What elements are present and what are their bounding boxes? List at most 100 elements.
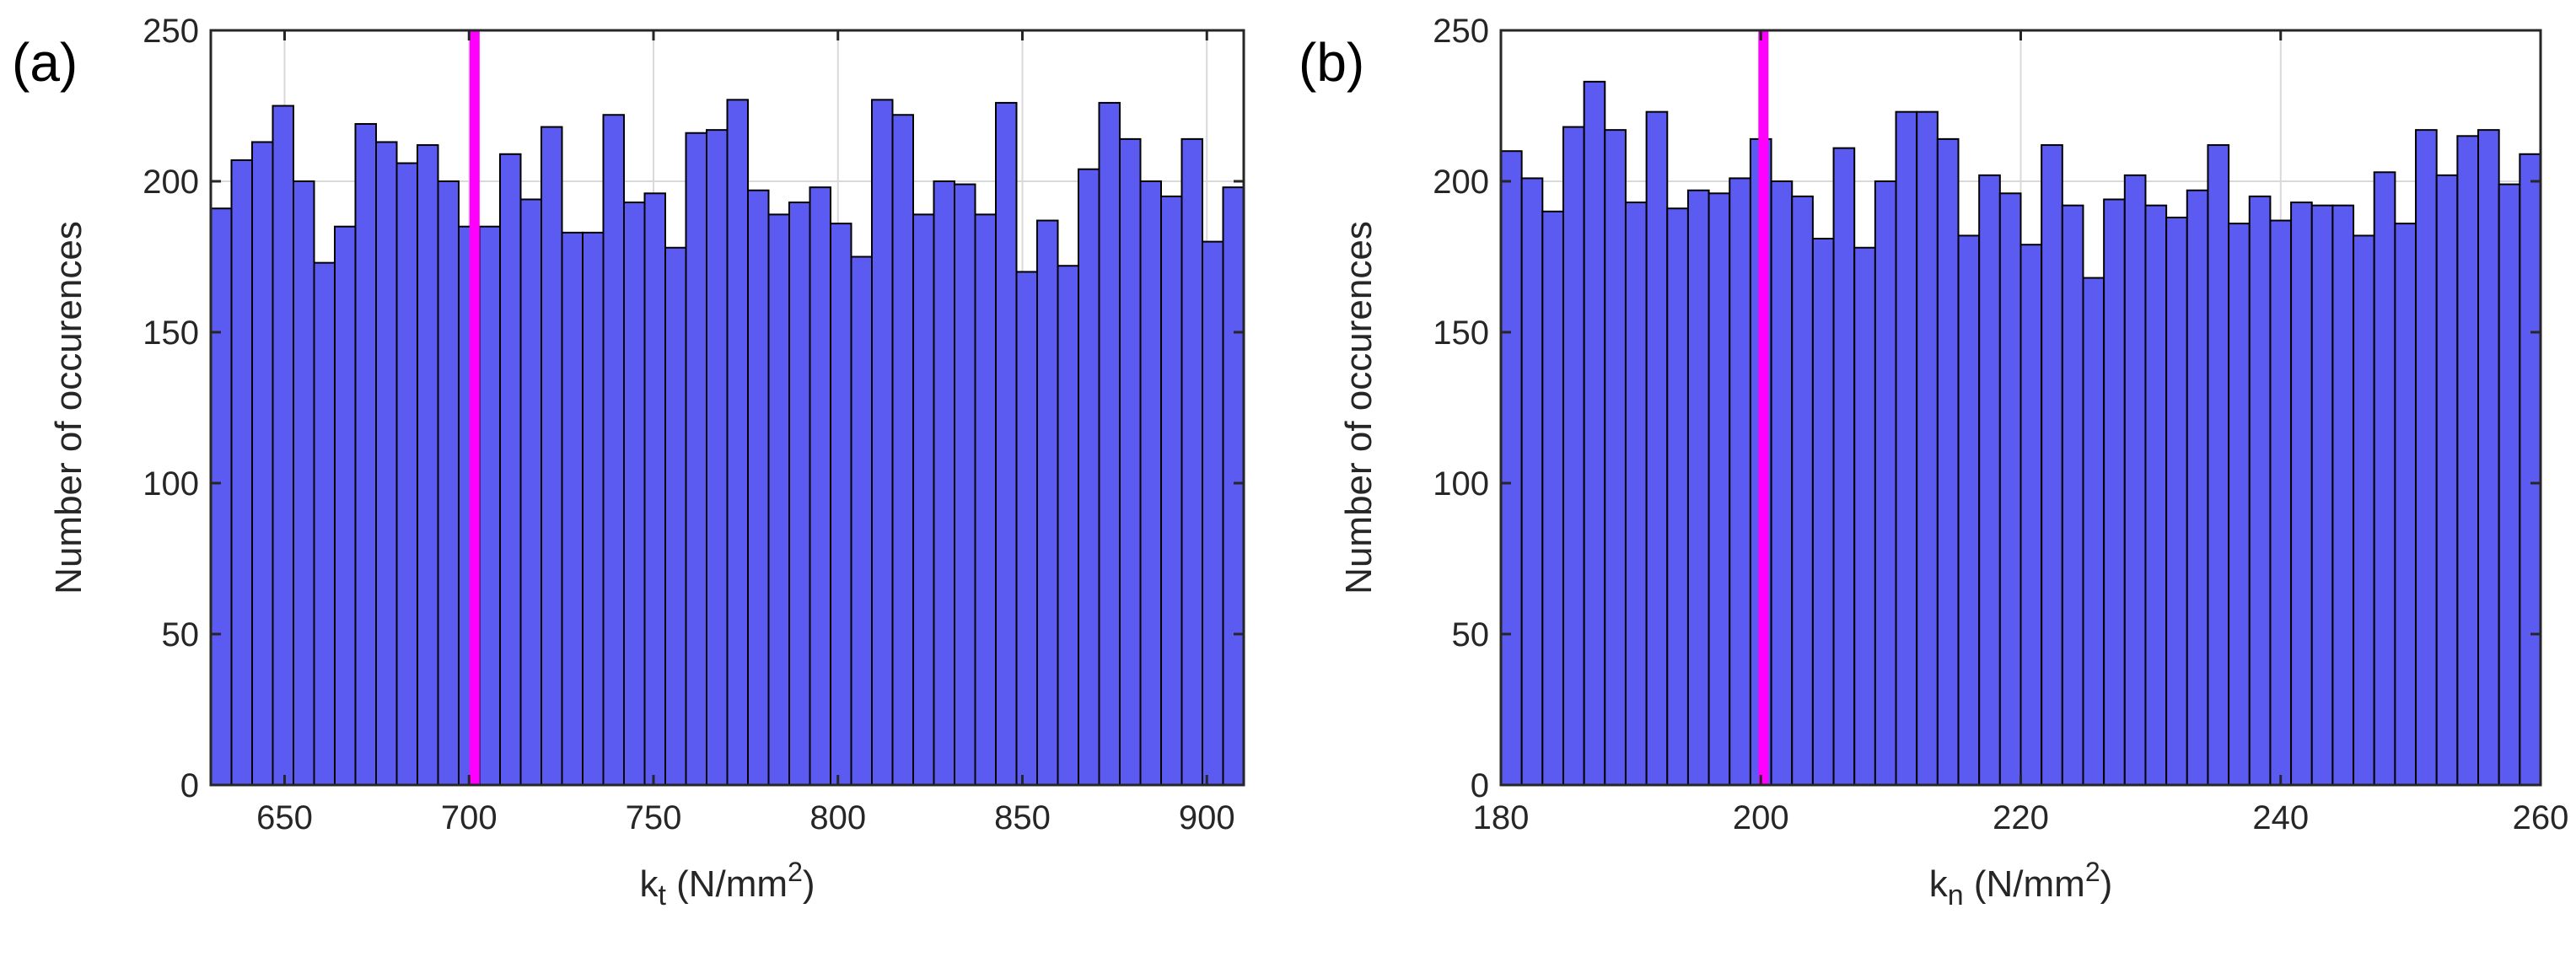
histogram-bar bbox=[1500, 150, 1523, 786]
x-label-unit: (N/mm bbox=[1964, 863, 2085, 905]
histogram-bar bbox=[1036, 219, 1059, 787]
x-tick-label: 800 bbox=[809, 799, 866, 836]
histogram-bar bbox=[2041, 144, 2063, 787]
histogram-bar bbox=[2456, 135, 2480, 787]
histogram-bar bbox=[2228, 223, 2251, 786]
y-tick-label: 50 bbox=[162, 616, 200, 653]
histogram-bar bbox=[2415, 129, 2438, 786]
histogram-bar bbox=[1874, 180, 1897, 786]
histogram-bar bbox=[2144, 204, 2168, 786]
histogram-bar bbox=[2435, 174, 2459, 786]
axes-box bbox=[209, 29, 1245, 787]
histogram-panel-b: 180 200 220 240 260 0 50 100 150 200 250 Number of … bbox=[1299, 13, 2568, 911]
y-tick-label: 0 bbox=[1471, 767, 1489, 804]
histogram-bar bbox=[478, 225, 501, 786]
histogram-bar bbox=[1957, 234, 1981, 786]
y-tick-label: 250 bbox=[1433, 13, 1489, 50]
x-tick-label: 240 bbox=[2252, 799, 2309, 836]
histogram-bar bbox=[2290, 202, 2313, 786]
histogram-bar bbox=[1562, 126, 1585, 786]
histogram-bar bbox=[747, 189, 770, 787]
histogram-bar bbox=[2019, 244, 2043, 786]
x-label-symbol: k bbox=[639, 863, 659, 905]
histogram-bar bbox=[313, 261, 336, 787]
histogram-bar bbox=[1729, 177, 1751, 787]
histogram-bar bbox=[1202, 240, 1224, 787]
histogram-bar bbox=[954, 183, 976, 786]
histogram-bar bbox=[540, 126, 563, 786]
histogram-bar bbox=[809, 186, 831, 787]
histogram-bar bbox=[1645, 110, 1669, 787]
histogram-bar bbox=[1604, 129, 1627, 786]
histogram-bar bbox=[788, 202, 811, 786]
histogram-bar bbox=[974, 213, 997, 786]
histogram-bar bbox=[1978, 174, 2001, 786]
histogram-bar bbox=[1853, 246, 1876, 786]
histogram-bar bbox=[1686, 189, 1710, 787]
histogram-bar bbox=[1770, 180, 1794, 786]
histogram-bar bbox=[1119, 137, 1142, 786]
y-tick-label: 50 bbox=[1452, 616, 1490, 653]
histogram-bar bbox=[2165, 216, 2188, 786]
histogram-bar bbox=[2123, 174, 2147, 786]
histogram-bar bbox=[1998, 192, 2022, 786]
histogram-bar bbox=[582, 231, 605, 786]
histogram-bar bbox=[1895, 110, 1918, 787]
histogram-bar bbox=[830, 223, 852, 786]
histogram-bar bbox=[1541, 210, 1564, 787]
x-tick-label: 200 bbox=[1733, 799, 1789, 836]
histogram-bar bbox=[1098, 101, 1121, 787]
x-tick-label: 850 bbox=[994, 799, 1051, 836]
histogram-bar bbox=[272, 105, 294, 786]
x-tick-label: 180 bbox=[1473, 799, 1530, 836]
histogram-bar bbox=[499, 153, 522, 786]
histogram-bar bbox=[1180, 137, 1203, 786]
histogram-bar bbox=[2082, 277, 2105, 786]
histogram-bar bbox=[995, 101, 1018, 787]
histogram-bar bbox=[1936, 137, 1960, 786]
y-tick-label: 0 bbox=[180, 767, 199, 804]
histogram-bar bbox=[2331, 204, 2355, 786]
x-tick-label: 650 bbox=[256, 799, 313, 836]
histogram-bar bbox=[664, 246, 687, 786]
y-axis-label: Number of occurences bbox=[48, 221, 89, 594]
histogram-bar bbox=[2310, 204, 2334, 786]
histogram-bar bbox=[1811, 238, 1835, 786]
histogram-bar bbox=[2519, 153, 2542, 786]
x-label-subscript: n bbox=[1948, 879, 1964, 911]
histogram-bar bbox=[2061, 204, 2084, 786]
x-label-unit-close: ) bbox=[2100, 863, 2113, 905]
histogram-bar bbox=[623, 202, 646, 786]
histogram-panel-a: 650 700 750 800 850 900 0 50 100 150 200 250 Number … bbox=[12, 13, 1245, 911]
histogram-bar bbox=[2373, 171, 2396, 786]
histogram-bar bbox=[2353, 234, 2375, 786]
histogram-bar bbox=[1139, 180, 1162, 786]
histogram-bar bbox=[395, 162, 418, 786]
histogram-bar bbox=[767, 213, 790, 786]
x-tick-label: 750 bbox=[626, 799, 682, 836]
histogram-bar bbox=[561, 231, 583, 786]
histogram-bar bbox=[2477, 129, 2500, 786]
histogram-bar bbox=[602, 114, 625, 787]
histogram-bar bbox=[210, 207, 233, 787]
histogram-bar bbox=[230, 159, 253, 786]
x-label-unit-close: ) bbox=[803, 863, 815, 905]
x-axis-label: kn (N/mm2) bbox=[1929, 857, 2113, 911]
y-tick-label: 200 bbox=[1433, 164, 1489, 201]
histogram-bar bbox=[1832, 147, 1856, 786]
x-label-unit: (N/mm bbox=[666, 863, 788, 905]
x-label-superscript: 2 bbox=[788, 857, 803, 887]
histogram-bar bbox=[1057, 265, 1079, 786]
x-axis-label: kt (N/mm2) bbox=[639, 857, 815, 911]
x-tick-label: 700 bbox=[441, 799, 497, 836]
histogram-bar bbox=[2269, 219, 2293, 787]
histogram-bar bbox=[437, 180, 460, 786]
x-tick-label: 220 bbox=[1993, 799, 2049, 836]
histogram-bar bbox=[1916, 110, 1939, 787]
histogram-bar bbox=[1583, 80, 1606, 787]
histogram-bar bbox=[2498, 183, 2521, 786]
panel-label: (b) bbox=[1299, 32, 1364, 93]
histogram-bar bbox=[519, 198, 542, 787]
histogram-bar bbox=[2207, 144, 2230, 787]
